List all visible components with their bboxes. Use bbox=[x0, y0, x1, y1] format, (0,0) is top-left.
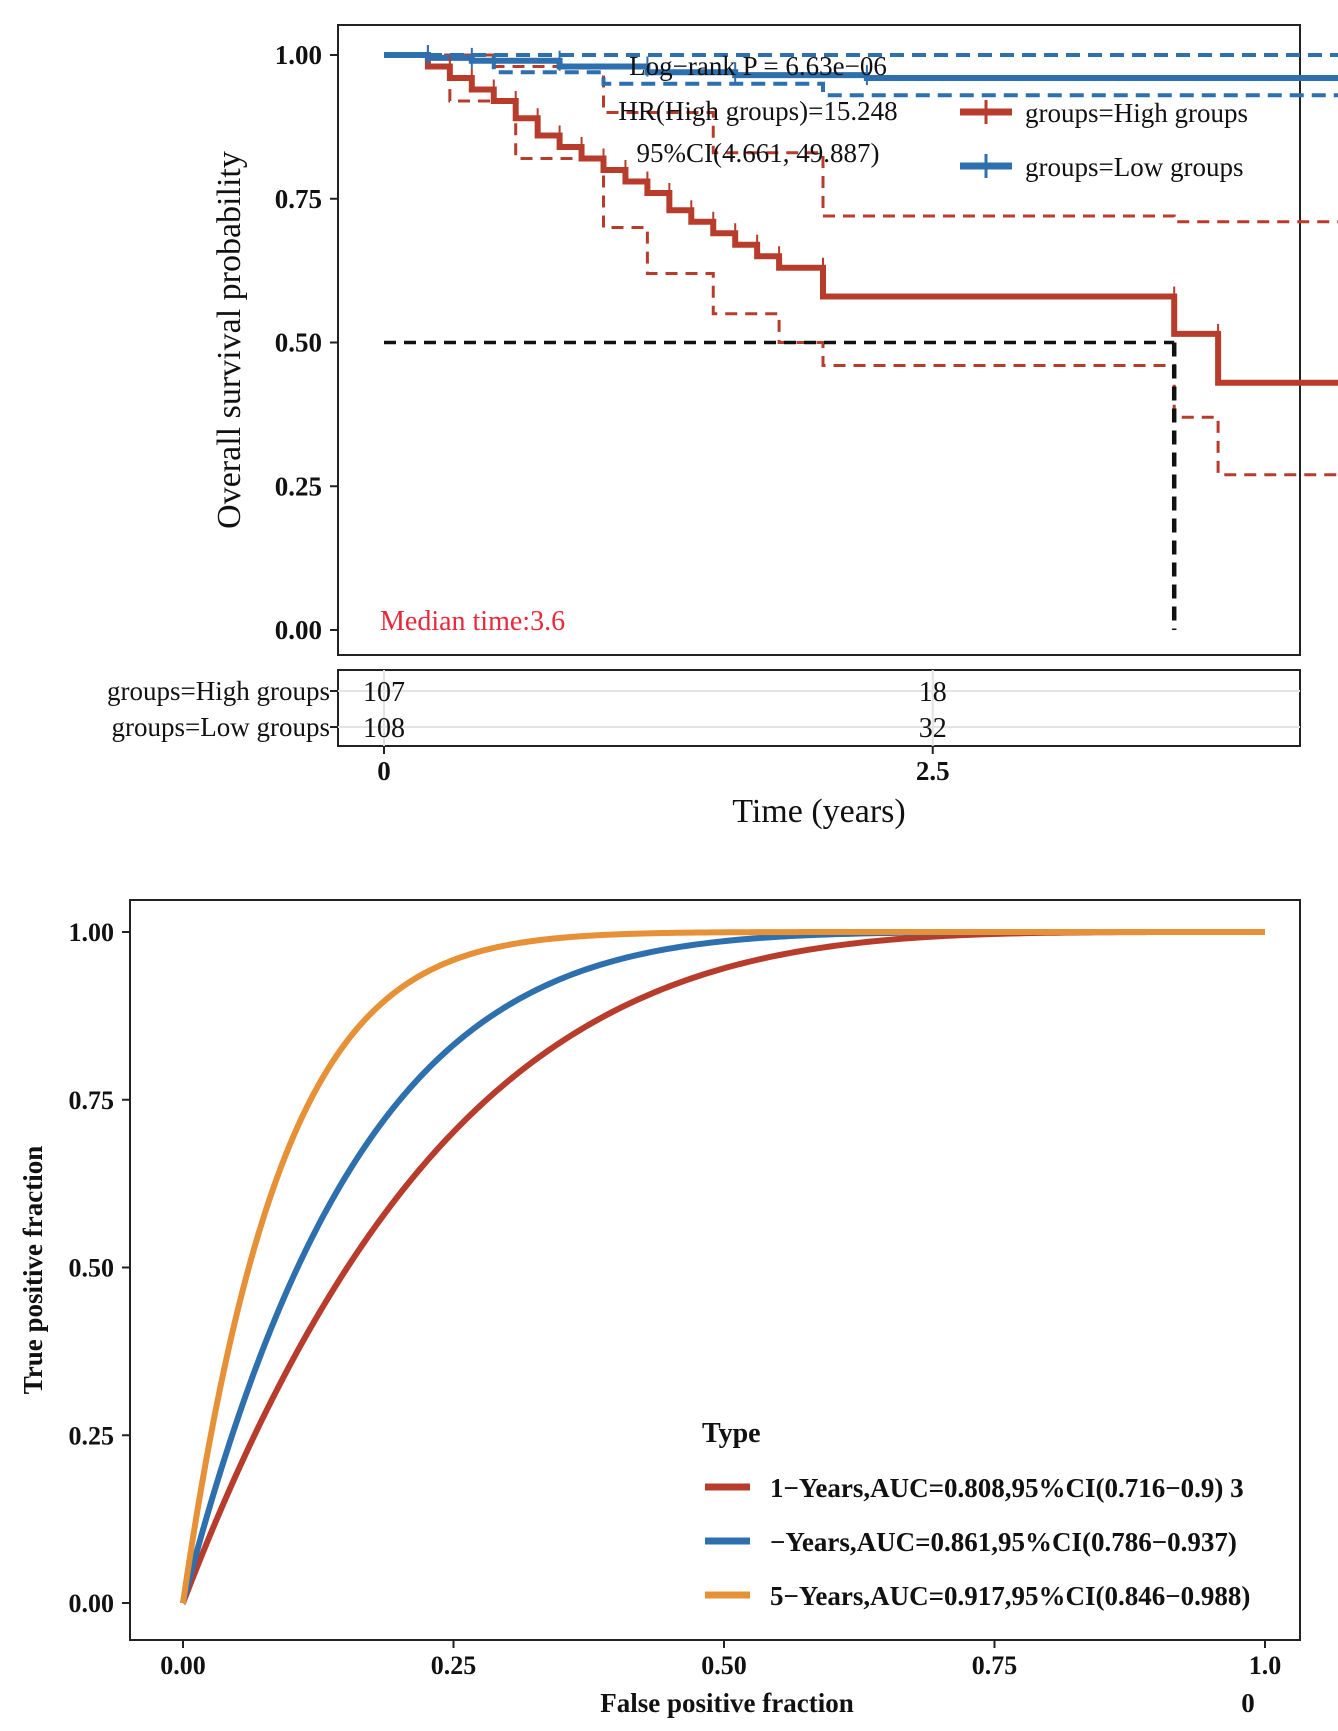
roc-y-tick-label-4: 1.00 bbox=[69, 918, 115, 947]
roc-curves bbox=[180, 929, 1265, 1606]
risk-x-tick-label-0: 0 bbox=[377, 756, 391, 786]
roc-x-tick-label-3: 0.75 bbox=[972, 1651, 1018, 1680]
km-curve-1 bbox=[384, 52, 1338, 81]
km-legend-label-low: groups=Low groups bbox=[1025, 152, 1243, 182]
risk-row-label-low: groups=Low groups bbox=[112, 712, 330, 742]
risk-x-axis: 02.557.510 bbox=[377, 746, 950, 786]
risk-table-grid bbox=[338, 670, 1300, 746]
km-ci-text: 95%CI(4.661, 49.887) bbox=[637, 138, 880, 168]
roc-curve-3 bbox=[180, 929, 1265, 1606]
roc-y-tick-label-2: 0.50 bbox=[69, 1254, 115, 1283]
km-y-tick-label-2: 0.50 bbox=[275, 328, 322, 358]
km-y-tick-label-3: 0.75 bbox=[275, 184, 322, 214]
risk-row-label-high: groups=High groups bbox=[107, 676, 330, 706]
risk-table-row-labels: groups=High groups groups=Low groups bbox=[107, 676, 338, 742]
km-y-axis-label: Overall survival probability bbox=[211, 151, 248, 529]
roc-legend: Type 1−Years,AUC=0.808,95%CI(0.716−0.9) … bbox=[702, 1418, 1250, 1611]
roc-legend-title: Type bbox=[702, 1418, 761, 1449]
roc-x-axis-label: False positive fraction bbox=[600, 1688, 853, 1718]
km-y-axis: 0.00 0.25 0.50 0.75 1.00 bbox=[275, 40, 338, 645]
risk-cell-0-1: 18 bbox=[919, 677, 947, 708]
risk-table-cells: 1071841010832621 bbox=[363, 677, 947, 744]
roc-y-tick-label-1: 0.25 bbox=[69, 1421, 115, 1450]
km-logrank-text: Log−rank P = 6.63e−06 bbox=[629, 51, 887, 81]
risk-cell-0-0: 107 bbox=[363, 677, 405, 708]
roc-legend-label-1: 1−Years,AUC=0.808,95%CI(0.716−0.9) 3 bbox=[770, 1473, 1244, 1503]
km-censor-marks bbox=[426, 45, 1220, 344]
km-median-lines bbox=[384, 340, 1177, 630]
km-panel: 0.00 0.25 0.50 0.75 1.00 Overall survival pr… bbox=[211, 24, 1338, 656]
risk-table-border bbox=[337, 669, 1301, 747]
risk-table: 1071841010832621 groups=High groups grou… bbox=[107, 669, 1301, 830]
km-ci-upper-0 bbox=[384, 53, 1338, 224]
km-legend: groups=High groups groups=Low groups bbox=[960, 98, 1248, 182]
km-y-tick-label-4: 1.00 bbox=[275, 40, 322, 70]
roc-x-tick-label-4: 1.0 bbox=[1249, 1651, 1282, 1680]
km-y-tick-label-0: 0.00 bbox=[275, 615, 322, 645]
roc-legend-label-3: 5−Years,AUC=0.917,95%CI(0.846−0.988) bbox=[770, 1581, 1250, 1611]
km-median-text: Median time:3.6 bbox=[380, 606, 565, 637]
km-legend-label-high: groups=High groups bbox=[1025, 98, 1248, 128]
roc-panel: 0.000.250.500.751.00 0.00 0.25 0.50 0.75 1.0… bbox=[18, 899, 1301, 1718]
roc-x-tick-label-1: 0.25 bbox=[431, 1651, 477, 1680]
roc-plot-border bbox=[129, 899, 1301, 1641]
risk-cell-1-1: 32 bbox=[919, 713, 947, 744]
risk-x-tick-label-1: 2.5 bbox=[916, 756, 950, 786]
roc-y-tick-label-0: 0.00 bbox=[69, 1589, 115, 1618]
km-x-axis-label: Time (years) bbox=[732, 793, 905, 830]
km-hr-text: HR(High groups)=15.248 bbox=[618, 96, 897, 126]
roc-y-axis: 0.00 0.25 0.50 0.75 1.00 bbox=[69, 918, 130, 1618]
roc-y-tick-label-3: 0.75 bbox=[69, 1086, 115, 1115]
roc-x-tick-label-0: 0.00 bbox=[160, 1651, 206, 1680]
roc-x-axis-stray-label: 0 bbox=[1241, 1688, 1255, 1718]
roc-y-axis-label: True positive fraction bbox=[18, 1146, 48, 1394]
km-y-tick-label-1: 0.25 bbox=[275, 471, 322, 501]
roc-legend-label-2: −Years,AUC=0.861,95%CI(0.786−0.937) bbox=[770, 1527, 1237, 1557]
roc-x-axis: 0.00 0.25 0.50 0.75 1.0 bbox=[160, 1640, 1281, 1680]
roc-x-tick-label-2: 0.50 bbox=[701, 1651, 747, 1680]
km-plot-border bbox=[337, 24, 1301, 656]
km-ci-lower-0 bbox=[384, 53, 1338, 477]
risk-cell-1-0: 108 bbox=[363, 713, 405, 744]
